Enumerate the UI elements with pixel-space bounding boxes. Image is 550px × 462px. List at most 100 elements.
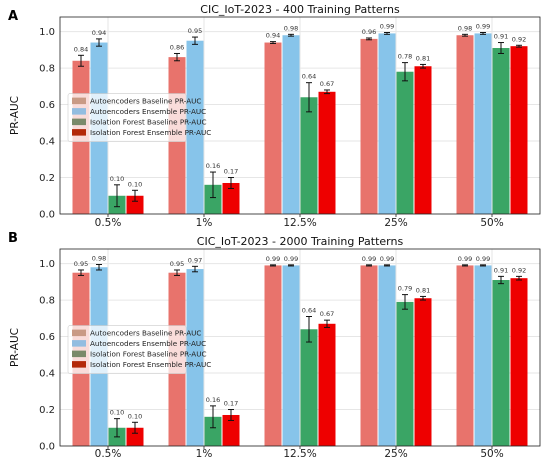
y-tick-label: 0.2: [39, 173, 55, 184]
bar: [204, 184, 222, 214]
data-label: 0.10: [128, 180, 142, 188]
bar: [126, 427, 144, 446]
y-tick-label: 0.6: [39, 100, 55, 111]
legend-label: Isolation Forest Ensemble PR-AUC: [90, 360, 211, 369]
data-label: 0.10: [110, 175, 124, 183]
data-label: 0.99: [458, 255, 472, 263]
y-tick-label: 0.8: [39, 296, 55, 307]
legend-swatch: [72, 97, 86, 105]
bar: [126, 195, 144, 214]
data-label: 0.79: [398, 285, 412, 293]
bar: [396, 71, 414, 214]
data-label: 0.81: [416, 54, 430, 62]
legend-label: Autoencoders Ensemble PR-AUC: [90, 339, 206, 348]
data-label: 0.99: [380, 255, 394, 263]
bar: [492, 280, 510, 446]
bar: [414, 66, 432, 214]
bar: [222, 182, 240, 214]
y-tick-label: 0.0: [39, 210, 55, 221]
x-tick-label: 25%: [384, 217, 407, 229]
panel-letter: A: [8, 9, 18, 24]
bar: [510, 278, 528, 446]
bar: [474, 265, 492, 446]
data-label: 0.10: [128, 412, 142, 420]
data-label: 0.95: [170, 260, 184, 268]
data-label: 0.94: [92, 29, 106, 37]
data-label: 0.16: [206, 396, 220, 404]
y-tick-label: 0.2: [39, 405, 55, 416]
legend-swatch: [72, 361, 86, 368]
y-tick-label: 0.6: [39, 332, 55, 343]
bar: [282, 265, 300, 446]
data-label: 0.64: [302, 73, 316, 81]
data-label: 0.78: [398, 53, 412, 61]
legend-label: Isolation Forest Baseline PR-AUC: [90, 350, 206, 359]
legend-swatch: [72, 118, 86, 126]
chart-title: CIC_IoT-2023 - 400 Training Patterns: [200, 3, 400, 16]
data-label: 0.95: [188, 27, 202, 35]
bar: [414, 298, 432, 446]
y-tick-label: 1.0: [39, 27, 55, 38]
legend-label: Isolation Forest Ensemble PR-AUC: [90, 128, 211, 137]
bar: [510, 46, 528, 215]
legend: Autoencoders Baseline PR-AUCAutoencoders…: [67, 325, 211, 374]
data-label: 0.99: [266, 255, 280, 263]
data-label: 0.10: [110, 409, 124, 417]
bar: [204, 416, 222, 446]
legend-label: Autoencoders Baseline PR-AUC: [90, 97, 201, 106]
bar: [396, 301, 414, 446]
data-label: 0.17: [224, 400, 238, 408]
legend-swatch: [72, 340, 86, 347]
x-tick-label: 12.5%: [283, 217, 316, 229]
data-label: 0.16: [206, 162, 220, 170]
bar: [318, 323, 336, 446]
data-label: 0.92: [512, 266, 526, 274]
x-tick-label: 1%: [196, 217, 213, 229]
bar: [186, 40, 204, 214]
panel-b: B 0.0 0.2 0.4 0.6 0.8 1.0 0.95 0.95 0.99 0.99 0.99 0…: [8, 231, 541, 460]
bar: [378, 265, 396, 446]
chart-title: CIC_IoT-2023 - 2000 Training Patterns: [197, 235, 404, 248]
legend-label: Isolation Forest Baseline PR-AUC: [90, 118, 206, 127]
bar: [360, 38, 378, 215]
legend-swatch: [72, 350, 86, 358]
legend-swatch: [72, 108, 86, 115]
data-label: 0.84: [74, 45, 88, 53]
bar: [474, 33, 492, 214]
y-tick-label: 0.8: [39, 64, 55, 75]
data-label: 0.81: [416, 286, 430, 294]
legend-swatch: [72, 329, 86, 337]
data-label: 0.98: [92, 255, 106, 263]
panel-letter: B: [8, 231, 18, 246]
bar: [300, 329, 318, 446]
bar: [264, 265, 282, 446]
bar: [360, 265, 378, 446]
bar: [318, 91, 336, 214]
data-label: 0.99: [476, 255, 490, 263]
legend-box: [67, 93, 187, 142]
data-label: 0.99: [362, 255, 376, 263]
x-tick-label: 12.5%: [283, 448, 316, 460]
bar: [264, 42, 282, 215]
data-label: 0.97: [188, 256, 202, 264]
data-label: 0.94: [266, 32, 280, 40]
data-label: 0.91: [494, 266, 508, 274]
legend-label: Autoencoders Ensemble PR-AUC: [90, 107, 206, 116]
bar: [282, 35, 300, 215]
x-tick-label: 25%: [384, 448, 407, 460]
y-tick-label: 0.4: [39, 369, 55, 380]
data-label: 0.67: [320, 80, 334, 88]
x-tick-label: 50%: [480, 217, 503, 229]
data-label: 0.92: [512, 35, 526, 43]
legend-swatch: [72, 129, 86, 136]
bar: [456, 265, 474, 446]
data-label: 0.17: [224, 168, 238, 176]
y-axis-label: PR-AUC: [9, 328, 21, 367]
data-label: 0.86: [170, 43, 184, 51]
data-label: 0.99: [380, 23, 394, 31]
bar: [378, 33, 396, 214]
legend: Autoencoders Baseline PR-AUCAutoencoders…: [67, 93, 211, 142]
data-label: 0.96: [362, 28, 376, 36]
y-axis-label: PR-AUC: [9, 96, 21, 135]
